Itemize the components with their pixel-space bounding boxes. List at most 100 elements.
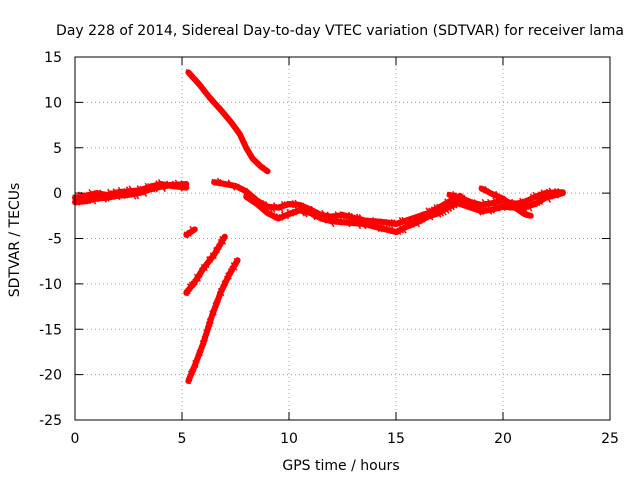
series-point	[430, 209, 437, 217]
series-point	[219, 178, 225, 186]
series-point	[495, 204, 501, 212]
series-point	[230, 123, 236, 131]
series-point	[281, 211, 287, 219]
series-point	[339, 217, 346, 225]
series-point	[147, 185, 153, 193]
series-point	[529, 199, 536, 207]
series-point	[213, 300, 219, 308]
series-point	[412, 219, 418, 227]
series-point	[237, 129, 243, 136]
series-point	[441, 208, 447, 216]
series-point	[155, 182, 161, 190]
series-point	[331, 217, 338, 225]
series-point	[323, 215, 330, 223]
series-arc-evening-bump	[478, 185, 534, 219]
series-point	[215, 296, 222, 303]
series-point	[393, 228, 399, 236]
series-point	[205, 91, 211, 98]
series-point	[505, 204, 511, 211]
series-point	[484, 185, 490, 193]
series-arc-day-lower	[243, 193, 464, 236]
series-point	[243, 142, 249, 150]
series-point	[401, 226, 407, 234]
series-point	[208, 317, 214, 325]
series-point	[489, 206, 495, 214]
series-point	[468, 199, 474, 207]
series-point	[366, 220, 372, 228]
series-point	[264, 209, 271, 217]
series-point	[171, 180, 177, 188]
series-point	[428, 213, 434, 221]
series-point	[557, 189, 563, 197]
series-point	[216, 243, 222, 251]
series-point	[492, 203, 498, 211]
y-tick-label: 5	[53, 141, 62, 157]
series-point	[478, 185, 485, 192]
series-point	[141, 190, 148, 198]
series-point	[273, 202, 279, 209]
series-point	[245, 149, 251, 157]
y-tick-label: 0	[53, 186, 62, 202]
series-point	[398, 216, 404, 224]
series-point	[318, 215, 324, 223]
series-point	[492, 191, 498, 199]
series-point	[206, 256, 212, 263]
series-arc-rise-mid	[183, 233, 228, 297]
series-point	[209, 310, 215, 318]
series-point	[420, 215, 426, 223]
series-point	[233, 125, 239, 133]
series-point	[334, 216, 340, 224]
series-point	[196, 349, 202, 357]
series-point	[223, 112, 229, 120]
series-point	[540, 194, 546, 202]
series-point	[177, 182, 183, 190]
series-point	[200, 87, 206, 95]
series-point	[334, 211, 340, 218]
series-point	[289, 201, 295, 209]
x-tick-label: 5	[178, 431, 187, 447]
series-point	[83, 197, 89, 205]
series-point	[291, 208, 297, 216]
series-point	[476, 208, 482, 216]
series-point	[492, 197, 498, 205]
series-point	[369, 223, 375, 230]
series-point	[529, 193, 536, 201]
series-point	[235, 130, 241, 138]
series-point	[286, 208, 292, 216]
series-point	[524, 203, 530, 210]
series-point	[260, 164, 266, 171]
x-tick-label: 10	[280, 431, 298, 447]
series-point	[524, 209, 531, 217]
series-point	[377, 225, 383, 233]
series-point	[252, 156, 258, 164]
series-point	[256, 162, 262, 170]
x-tick-label: 15	[387, 431, 405, 447]
series-point	[75, 198, 81, 206]
series-point	[139, 188, 145, 196]
series-point	[125, 189, 132, 197]
series-point	[232, 121, 238, 129]
series-point	[484, 205, 490, 213]
series-point	[238, 133, 244, 140]
series-point	[278, 205, 284, 213]
series-point	[444, 198, 450, 206]
series-point	[246, 195, 252, 203]
series-point	[93, 195, 100, 203]
series-point	[207, 319, 213, 327]
series-point	[511, 204, 517, 211]
series-point	[212, 302, 218, 309]
series-point	[452, 190, 458, 198]
series-point	[199, 340, 205, 347]
series-point	[186, 375, 193, 383]
series-point	[219, 106, 225, 114]
series-point	[289, 209, 295, 217]
series-point	[355, 222, 362, 230]
series-point	[221, 280, 227, 288]
series-point	[197, 270, 203, 278]
series-point	[414, 220, 421, 228]
series-point	[553, 191, 560, 199]
series-point	[256, 202, 262, 210]
series-point	[404, 222, 410, 230]
series-point	[267, 205, 273, 213]
series-point	[388, 219, 394, 227]
